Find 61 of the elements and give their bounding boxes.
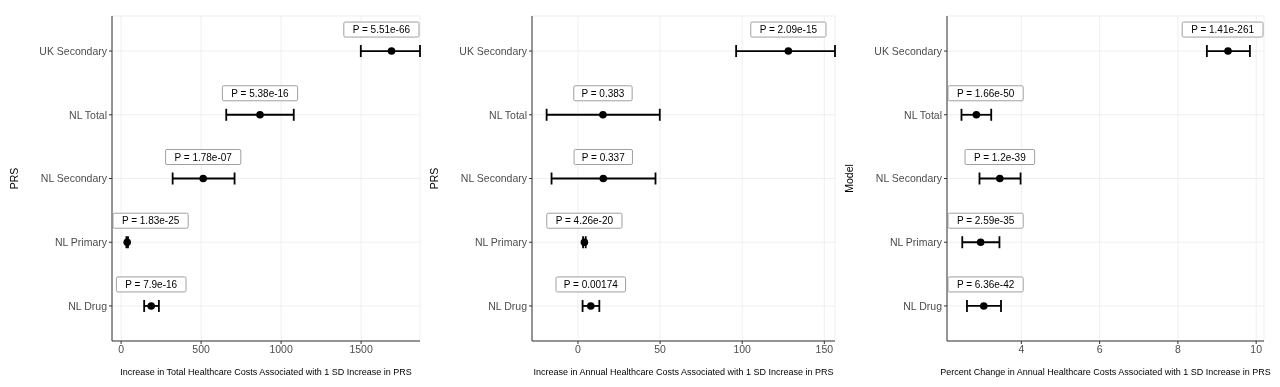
point (1224, 47, 1232, 55)
point (599, 174, 608, 183)
x-axis-title: Percent Change in Annual Healthcare Costs Associated with 1 SD Increase in PRS (940, 367, 1271, 377)
point (996, 174, 1004, 183)
y-tick-label: NL Total (69, 108, 107, 121)
x-tick-label: 0 (118, 343, 125, 356)
x-tick-label: 10 (1250, 343, 1263, 356)
y-tick-label: NL Secondary (40, 172, 108, 185)
y-tick-label: NL Total (489, 108, 527, 121)
point (256, 110, 264, 119)
annotation: P = 2.09e-15 (759, 24, 818, 36)
annotation: P = 0.00174 (563, 278, 619, 290)
x-axis-title: Increase in Annual Healthcare Costs Associated with 1 SD Increase in PRS (533, 367, 834, 377)
y-tick-label: NL Drug (68, 299, 108, 312)
x-tick-label: 4 (1018, 343, 1025, 356)
annotation: P = 4.26e-20 (555, 215, 614, 227)
y-tick-label: NL Primary (474, 235, 528, 248)
x-tick-label: 50 (654, 343, 667, 356)
point (972, 110, 981, 119)
y-tick-label: NL Primary (889, 235, 943, 248)
y-axis-title: Model (842, 164, 855, 193)
y-tick-label: UK Secondary (874, 44, 943, 57)
y-tick-label: NL Secondary (875, 172, 943, 185)
x-tick-label: 1000 (269, 343, 293, 356)
x-tick-label: 8 (1174, 343, 1181, 356)
point (976, 238, 985, 247)
point (147, 302, 155, 310)
annotation: P = 7.9e-16 (125, 278, 178, 290)
x-tick-label: 100 (733, 343, 752, 356)
annotation: P = 0.383 (581, 87, 625, 99)
y-tick-label: UK Secondary (459, 44, 528, 57)
point (586, 302, 595, 310)
x-tick-label: 0 (575, 343, 582, 356)
annotation: P = 2.59e-35 (956, 215, 1015, 227)
annotation: P = 1.66e-50 (956, 87, 1015, 99)
y-axis-title: PRS (427, 167, 440, 190)
annotation: P = 5.51e-66 (352, 24, 411, 36)
y-tick-label: NL Total (904, 108, 942, 121)
annotation: P = 1.41e-261 (1191, 24, 1255, 36)
annotation: P = 1.83e-25 (121, 215, 180, 227)
point (199, 174, 207, 183)
annotation: P = 1.78e-07 (174, 151, 233, 163)
point (387, 47, 396, 55)
annotation: P = 1.2e-39 (973, 151, 1027, 163)
y-tick-label: NL Drug (488, 299, 528, 312)
annotation: P = 6.36e-42 (956, 278, 1015, 290)
y-tick-label: UK Secondary (39, 44, 108, 57)
y-tick-label: NL Drug (903, 299, 943, 312)
x-tick-label: 150 (815, 343, 834, 356)
annotation: P = 5.38e-16 (231, 87, 290, 99)
x-tick-label: 6 (1096, 343, 1103, 356)
y-tick-label: NL Primary (54, 235, 108, 248)
x-axis-title: Increase in Total Healthcare Costs Associated with 1 SD Increase in PRS (120, 367, 412, 377)
x-tick-label: 500 (192, 343, 211, 356)
y-tick-label: NL Secondary (460, 172, 528, 185)
y-axis-title: PRS (7, 167, 20, 190)
point (979, 302, 988, 310)
annotation: P = 0.337 (581, 151, 626, 163)
point (599, 110, 607, 119)
point (784, 47, 793, 55)
x-tick-label: 1500 (349, 343, 373, 356)
